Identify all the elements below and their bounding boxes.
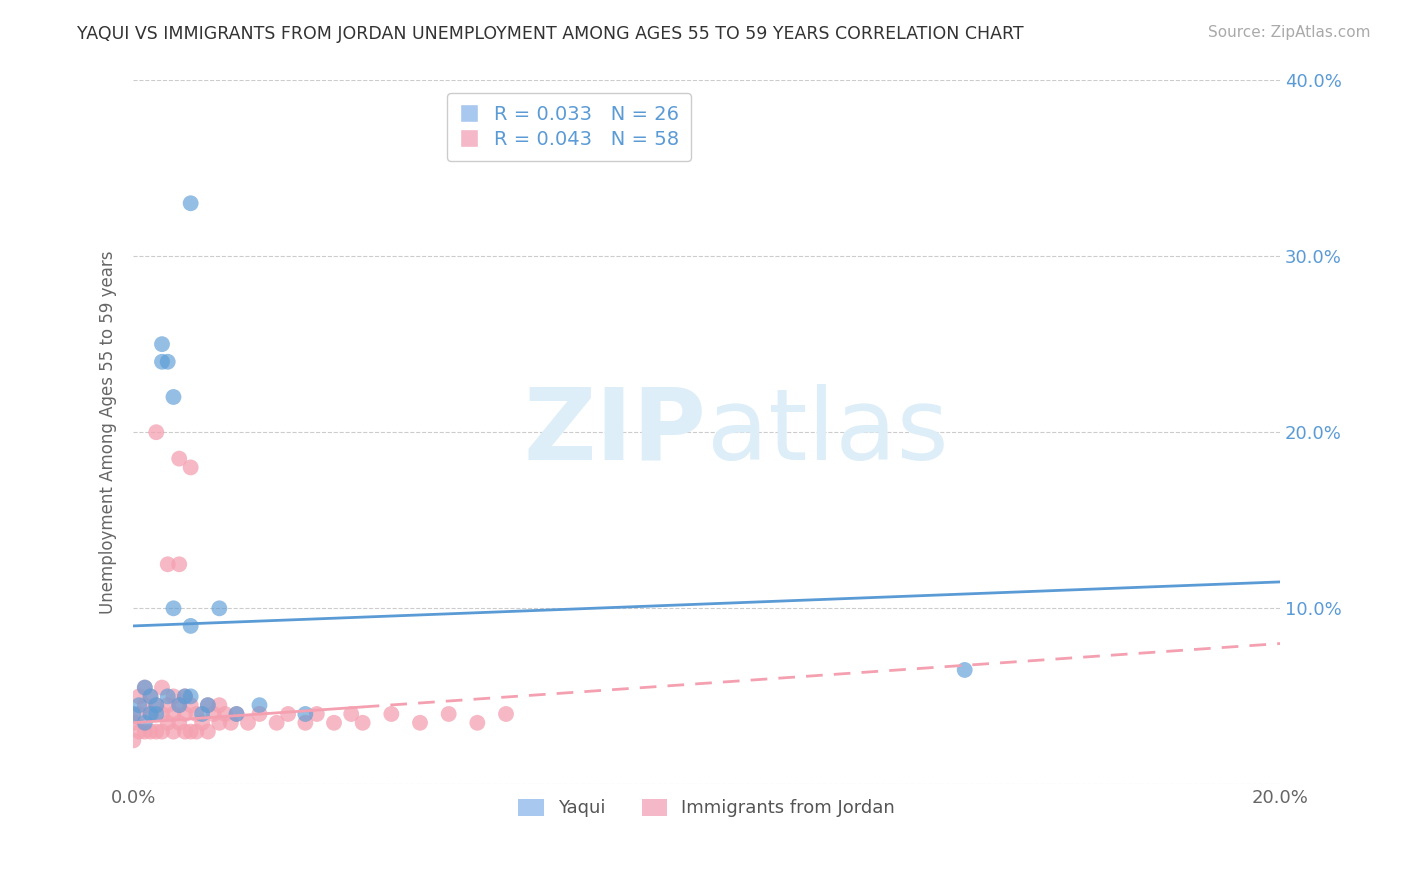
Point — [134, 681, 156, 695]
Point — [167, 451, 190, 466]
Point — [294, 715, 316, 730]
Point — [174, 690, 197, 704]
Point — [139, 724, 162, 739]
Point — [180, 196, 202, 211]
Point — [180, 698, 202, 713]
Point — [305, 706, 328, 721]
Point — [145, 724, 167, 739]
Point — [214, 706, 236, 721]
Point — [145, 698, 167, 713]
Point — [167, 698, 190, 713]
Point — [380, 706, 402, 721]
Point — [180, 724, 202, 739]
Point — [139, 690, 162, 704]
Point — [162, 724, 184, 739]
Point — [208, 698, 231, 713]
Point — [495, 706, 517, 721]
Point — [134, 681, 156, 695]
Text: atlas: atlas — [707, 384, 948, 481]
Point — [150, 355, 173, 369]
Point — [150, 337, 173, 351]
Point — [122, 715, 145, 730]
Legend: Yaqui, Immigrants from Jordan: Yaqui, Immigrants from Jordan — [510, 791, 903, 825]
Point — [167, 698, 190, 713]
Point — [437, 706, 460, 721]
Point — [180, 460, 202, 475]
Point — [352, 715, 374, 730]
Text: ZIP: ZIP — [524, 384, 707, 481]
Point — [191, 706, 214, 721]
Point — [953, 663, 976, 677]
Point — [162, 601, 184, 615]
Point — [145, 425, 167, 440]
Point — [197, 698, 219, 713]
Point — [162, 706, 184, 721]
Point — [145, 698, 167, 713]
Point — [467, 715, 489, 730]
Point — [197, 698, 219, 713]
Text: Source: ZipAtlas.com: Source: ZipAtlas.com — [1208, 25, 1371, 40]
Point — [150, 724, 173, 739]
Point — [162, 690, 184, 704]
Point — [156, 558, 179, 572]
Point — [174, 706, 197, 721]
Point — [156, 715, 179, 730]
Point — [191, 715, 214, 730]
Point — [167, 715, 190, 730]
Point — [186, 706, 208, 721]
Point — [197, 724, 219, 739]
Point — [128, 690, 150, 704]
Point — [266, 715, 288, 730]
Y-axis label: Unemployment Among Ages 55 to 59 years: Unemployment Among Ages 55 to 59 years — [100, 251, 117, 614]
Point — [174, 724, 197, 739]
Point — [219, 715, 242, 730]
Point — [156, 690, 179, 704]
Point — [156, 698, 179, 713]
Point — [323, 715, 346, 730]
Point — [139, 690, 162, 704]
Text: YAQUI VS IMMIGRANTS FROM JORDAN UNEMPLOYMENT AMONG AGES 55 TO 59 YEARS CORRELATI: YAQUI VS IMMIGRANTS FROM JORDAN UNEMPLOY… — [77, 25, 1024, 43]
Point — [180, 619, 202, 633]
Point — [128, 724, 150, 739]
Point — [162, 390, 184, 404]
Point — [186, 724, 208, 739]
Point — [208, 601, 231, 615]
Point — [249, 706, 271, 721]
Point — [128, 706, 150, 721]
Point — [277, 706, 299, 721]
Point — [150, 681, 173, 695]
Point — [139, 706, 162, 721]
Point — [122, 706, 145, 721]
Point — [249, 698, 271, 713]
Point — [134, 698, 156, 713]
Point — [202, 706, 225, 721]
Point — [225, 706, 247, 721]
Point — [134, 724, 156, 739]
Point — [294, 706, 316, 721]
Point — [225, 706, 247, 721]
Point — [340, 706, 363, 721]
Point — [134, 715, 156, 730]
Point — [139, 706, 162, 721]
Point — [150, 706, 173, 721]
Point — [208, 715, 231, 730]
Point — [180, 690, 202, 704]
Point — [128, 698, 150, 713]
Point — [145, 706, 167, 721]
Point — [409, 715, 432, 730]
Point — [236, 715, 259, 730]
Point — [122, 733, 145, 747]
Point — [174, 690, 197, 704]
Point — [156, 355, 179, 369]
Point — [167, 558, 190, 572]
